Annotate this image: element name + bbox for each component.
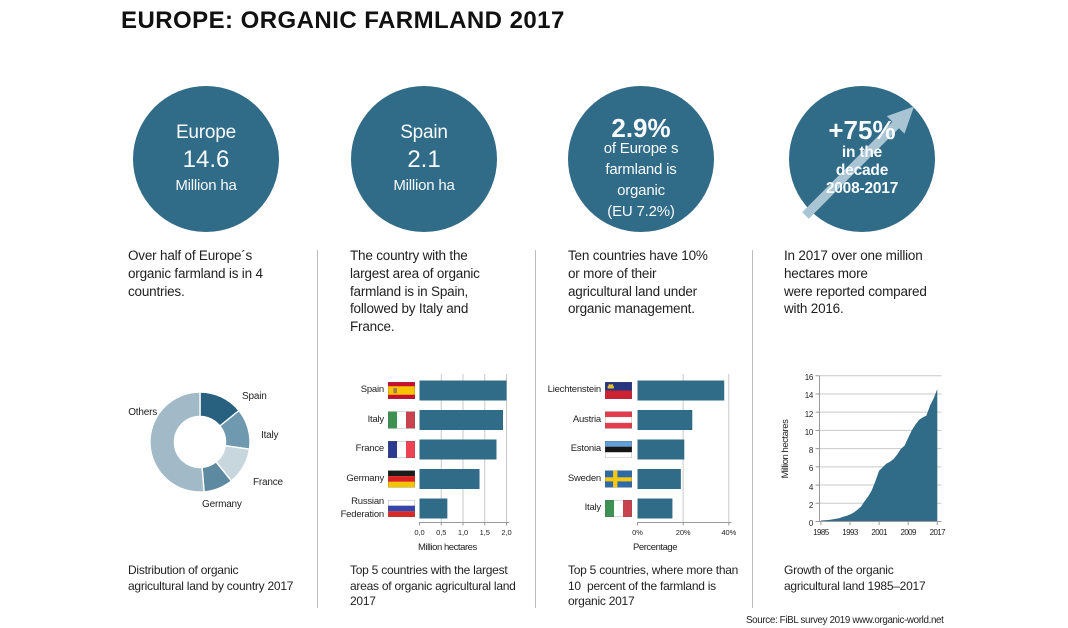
donut-label-spain: Spain [242, 391, 267, 402]
y-axis-tick-label: 12 [804, 409, 814, 419]
bar-category-label: Austria [572, 413, 601, 425]
area-chart [815, 375, 942, 525]
bar-category-label: Sweden [567, 472, 601, 484]
donut-label-france: France [253, 477, 283, 488]
bar-category-label: Russian Federation [340, 496, 385, 520]
bar-category-label: Italy [367, 413, 385, 425]
stat-circle-0 [133, 86, 279, 232]
circle-growth-text: in the decade 2008-2017 [825, 144, 899, 197]
y-axis-tick-label: 4 [808, 482, 813, 492]
axis-tick-label: 40% [721, 528, 737, 537]
flag-de-icon [388, 470, 415, 488]
x-axis-tick-label: 1985 [813, 527, 829, 537]
body-text-growth: In 2017 over one million hectares more w… [784, 248, 927, 317]
x-axis-title: Million hectares [418, 541, 477, 553]
bar-it [419, 410, 504, 430]
caption-bar-chart-percent: Top 5 countries, where more than 10 perc… [568, 563, 739, 608]
bar-category-label: France [355, 443, 385, 454]
y-axis-tick-label: 10 [804, 427, 814, 437]
flag-se-icon [605, 470, 632, 488]
flag-ee-icon [605, 441, 632, 458]
y-axis-title: Million hectares [780, 419, 791, 479]
bar-category-label: Estonia [570, 443, 601, 454]
bar-ee [637, 439, 685, 460]
bar-category-label: Liechtenstein [547, 384, 602, 395]
circle-share-text: of Europe s farmland is organic (EU 7.2%… [603, 140, 679, 220]
bar-ru [419, 498, 448, 519]
y-axis-tick-label: 16 [804, 373, 814, 383]
x-axis-tick-label: 2009 [900, 527, 916, 537]
stat-circle-1 [351, 86, 497, 232]
body-text-europe: Over half of Europe´s organic farmland i… [128, 248, 263, 299]
flag-ru-icon [388, 500, 415, 517]
x-axis-tick-label: 1993 [842, 527, 858, 537]
circle-europe-label: Europe [175, 122, 237, 143]
y-axis-tick-label: 2 [808, 500, 813, 510]
page-title: EUROPE: ORGANIC FARMLAND 2017 [121, 7, 565, 34]
x-axis-tick-label: 2001 [871, 527, 887, 537]
y-axis-tick-label: 14 [804, 391, 814, 401]
bar-de [419, 469, 480, 489]
y-axis-tick-label: 6 [808, 464, 813, 474]
bar-category-label: Germany [346, 472, 384, 484]
donut-chart [149, 391, 251, 493]
bar-category-label: Spain [360, 384, 385, 395]
flag-at-icon [605, 411, 632, 429]
axis-tick-label: 0% [632, 528, 643, 537]
bar-es [419, 380, 507, 401]
bar-at [637, 410, 693, 430]
y-axis-tick-label: 8 [808, 446, 813, 456]
circle-spain-label: Spain [400, 122, 448, 143]
axis-tick-label: 1,0 [457, 528, 469, 537]
circle-europe-value: 14.6 [182, 146, 230, 173]
bar-li [637, 380, 725, 401]
flag-it-icon [605, 500, 632, 517]
flag-it-icon [388, 411, 415, 429]
growth-arrow-icon [802, 106, 914, 219]
donut-label-italy: Italy [261, 430, 279, 441]
caption-area-chart: Growth of the organic agricultural land … [784, 563, 926, 593]
axis-tick-label: 0,0 [414, 528, 425, 537]
flag-li-icon [605, 382, 632, 399]
circle-spain-unit: Million ha [393, 177, 455, 194]
donut-segment-others [149, 391, 205, 493]
circle-europe-unit: Million ha [175, 177, 237, 194]
source-note: Source: FiBL survey 2019 www.organic-wor… [746, 615, 944, 626]
circle-spain-value: 2.1 [407, 146, 441, 173]
axis-tick-label: 2,0 [501, 528, 512, 537]
x-axis-title: Percentage [633, 541, 678, 553]
donut-label-germany: Germany [202, 499, 242, 510]
body-text-share: Ten countries have 10% or more of their … [568, 248, 708, 317]
caption-bar-chart-area: Top 5 countries with the largest areas o… [350, 563, 516, 608]
bar-se [637, 469, 681, 489]
bar-category-label: Italy [584, 502, 602, 513]
x-axis-tick-label: 2017 [929, 527, 946, 537]
body-text-spain: The country with the largest area of org… [350, 248, 480, 335]
axis-tick-label: 20% [675, 528, 691, 537]
circle-share-value: 2.9% [611, 113, 671, 143]
area-series [820, 388, 938, 522]
circle-growth-value: +75% [828, 115, 896, 145]
caption-donut-chart: Distribution of organic agricultural lan… [128, 563, 294, 593]
flag-es-icon [388, 382, 415, 399]
axis-tick-label: 1,5 [479, 528, 490, 537]
stat-circle-2 [568, 86, 714, 232]
axis-tick-label: 0,5 [436, 528, 447, 537]
bar-it [637, 498, 673, 519]
donut-label-others: Others [128, 407, 157, 418]
bar-fr [419, 439, 497, 460]
flag-fr-icon [388, 441, 415, 458]
bar-chart-percentage [637, 374, 732, 526]
bar-chart-hectares [419, 374, 509, 526]
y-axis-tick-label: 0 [808, 519, 813, 528]
